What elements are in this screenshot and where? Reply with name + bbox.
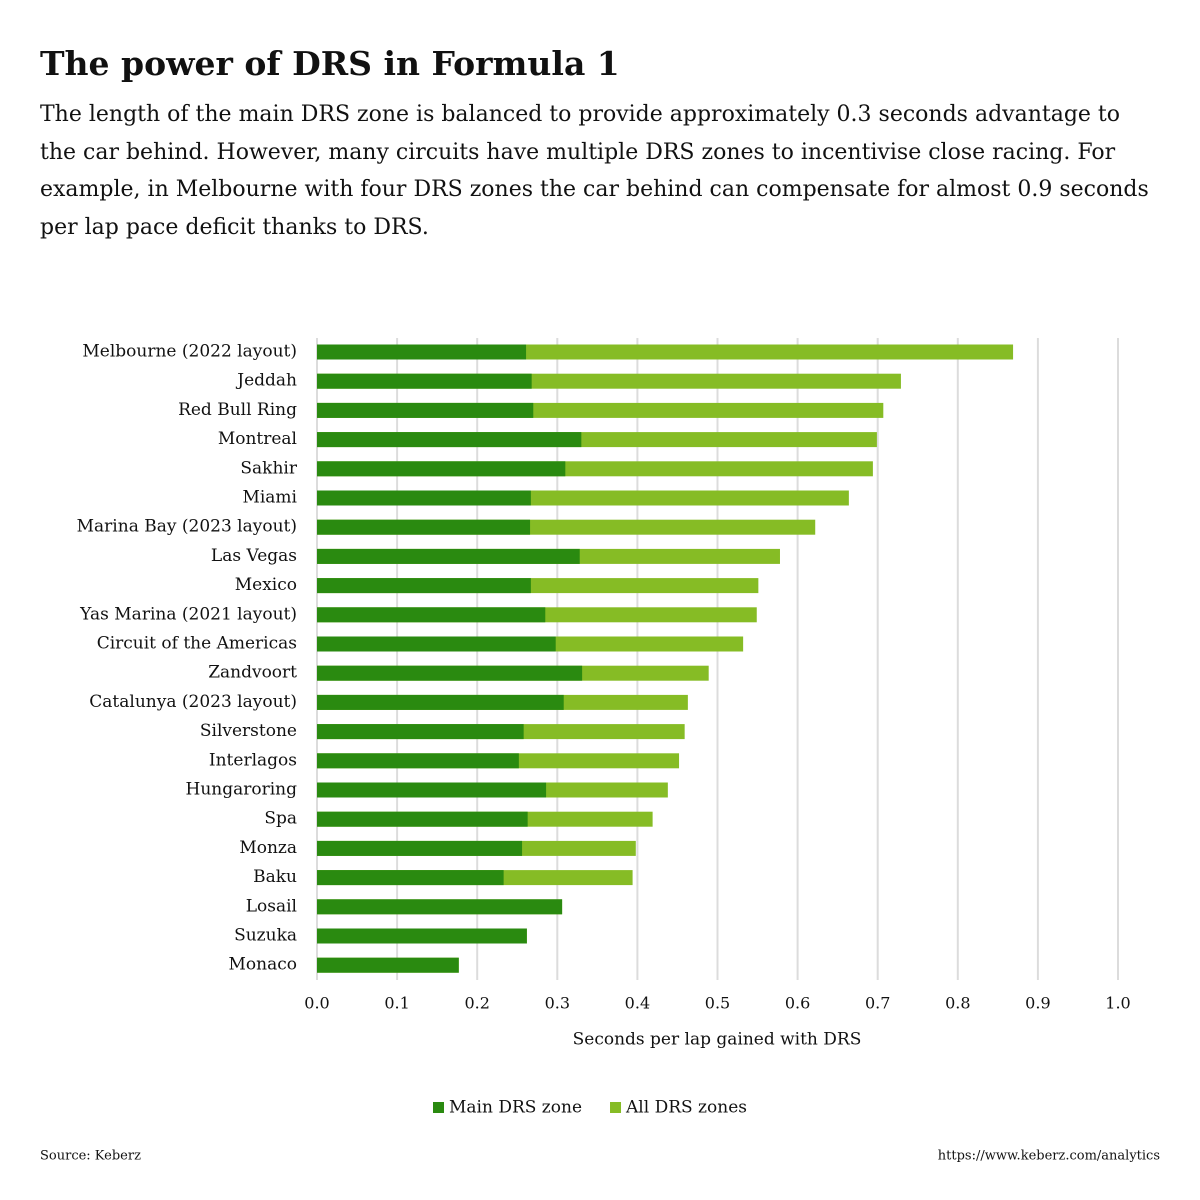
bar [317, 548, 580, 564]
bar [317, 957, 459, 973]
bar [317, 373, 532, 389]
y-tick-label: Baku [253, 867, 297, 887]
bar [317, 694, 564, 710]
x-axis-label: Seconds per lap gained with DRS [573, 1030, 862, 1050]
bar [317, 578, 531, 594]
bar [317, 665, 583, 681]
bar [317, 782, 547, 798]
legend-label: Main DRS zone [449, 1098, 582, 1118]
y-tick-label: Red Bull Ring [178, 400, 297, 420]
y-tick-label: Losail [246, 896, 297, 916]
y-tick-label: Melbourne (2022 layout) [82, 342, 297, 362]
x-tick-label: 0.3 [545, 994, 570, 1013]
bar [317, 870, 504, 886]
bar [317, 840, 523, 856]
chart-title: The power of DRS in Formula 1 [40, 44, 620, 83]
y-tick-label: Catalunya (2023 layout) [89, 692, 297, 712]
url: https://www.keberz.com/analytics [938, 1149, 1160, 1164]
y-tick-label: Sakhir [240, 458, 297, 478]
bar [317, 899, 563, 915]
chart-subtitle: The length of the main DRS zone is balan… [40, 102, 1149, 240]
bar [317, 724, 524, 740]
y-tick-label: Montreal [218, 429, 297, 449]
bar [317, 402, 534, 418]
y-tick-label: Mexico [235, 575, 297, 595]
x-tick-label: 0.9 [1025, 994, 1050, 1013]
x-tick-label: 0.8 [945, 994, 970, 1013]
x-tick-label: 0.6 [785, 994, 810, 1013]
y-tick-label: Miami [242, 488, 297, 508]
legend-label: All DRS zones [625, 1098, 747, 1118]
bar [317, 607, 546, 623]
y-tick-label: Circuit of the Americas [97, 634, 297, 654]
bar [317, 432, 582, 448]
bar [317, 461, 566, 477]
y-tick-label: Marina Bay (2023 layout) [77, 517, 297, 537]
bar [317, 753, 519, 769]
y-tick-label: Las Vegas [211, 546, 297, 566]
bar [317, 636, 556, 652]
y-tick-label: Hungaroring [186, 780, 298, 800]
bar [317, 490, 531, 506]
y-tick-label: Yas Marina (2021 layout) [79, 604, 297, 624]
x-tick-label: 0.1 [384, 994, 409, 1013]
x-tick-label: 0.0 [304, 994, 329, 1013]
y-tick-label: Spa [264, 809, 297, 829]
legend-swatch [610, 1102, 622, 1113]
x-tick-label: 0.2 [464, 994, 489, 1013]
source: Source: Keberz [40, 1149, 141, 1164]
legend-swatch [433, 1102, 444, 1113]
bar [317, 811, 528, 827]
bar [317, 519, 531, 535]
bar [317, 928, 527, 944]
bar [317, 344, 527, 360]
x-tick-label: 0.4 [625, 994, 650, 1013]
y-tick-label: Jeddah [235, 371, 297, 391]
subtitle-box: The length of the main DRS zone is balan… [40, 102, 1149, 240]
y-tick-label: Monaco [229, 955, 297, 975]
x-tick-label: 1.0 [1105, 994, 1130, 1013]
y-tick-label: Zandvoort [208, 663, 297, 683]
x-tick-label: 0.7 [865, 994, 890, 1013]
y-tick-label: Suzuka [234, 926, 297, 946]
y-tick-label: Silverstone [200, 721, 297, 741]
x-tick-label: 0.5 [705, 994, 730, 1013]
y-tick-label: Interlagos [209, 750, 297, 770]
y-tick-label: Monza [239, 838, 297, 858]
